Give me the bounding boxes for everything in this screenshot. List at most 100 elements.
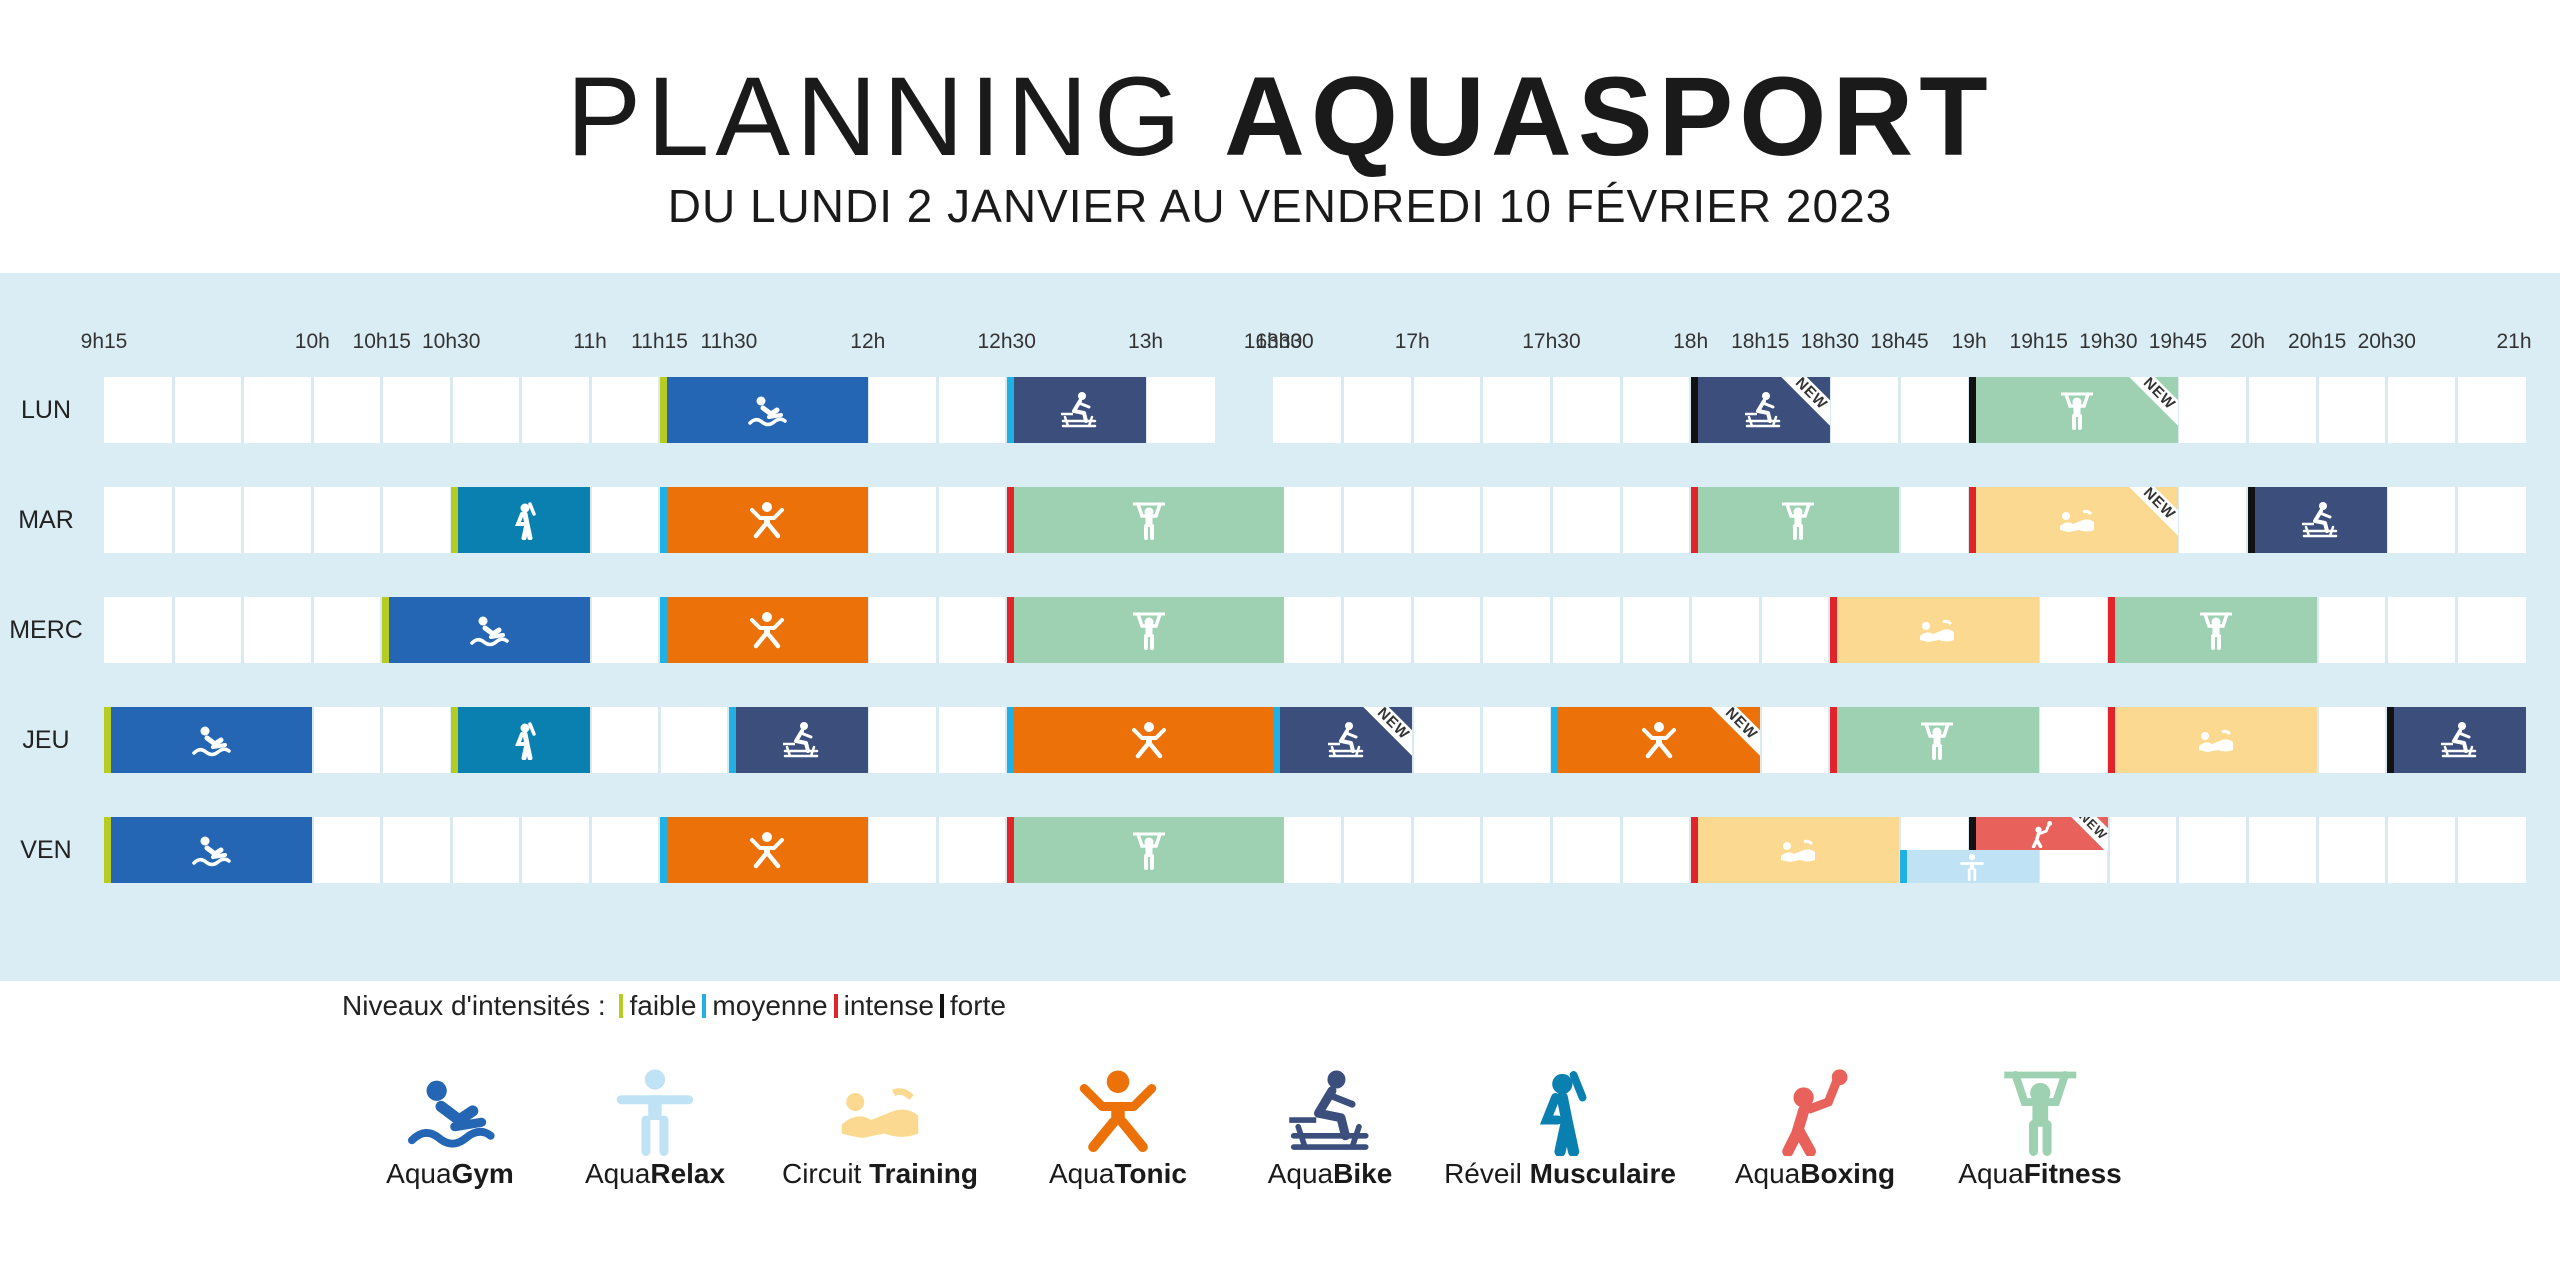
slot-divider — [449, 817, 453, 883]
slot-divider — [1480, 487, 1484, 553]
intensity-marker — [2108, 597, 2116, 663]
legend-label-name: Fitness — [2023, 1158, 2122, 1189]
slot-divider — [310, 487, 314, 553]
intensity-marker — [2247, 487, 2255, 553]
slot-divider — [1549, 487, 1553, 553]
intensity-marker — [659, 377, 667, 443]
slot-divider — [380, 377, 384, 443]
jumping-figure-icon — [1639, 720, 1679, 760]
session-training[interactable]: NEW — [1969, 487, 2178, 553]
time-tick: 11h — [573, 330, 607, 353]
slot-divider — [866, 817, 870, 883]
session-gym[interactable] — [659, 377, 868, 443]
session-fitness[interactable] — [2108, 597, 2318, 663]
session-fitness[interactable] — [1690, 487, 1900, 553]
session-reveil[interactable] — [451, 707, 591, 773]
slot-divider — [1619, 487, 1623, 553]
legend-label-prefix: Aqua — [1958, 1158, 2024, 1189]
new-badge: NEW — [1703, 707, 1761, 763]
session-bike[interactable]: NEW — [1273, 707, 1413, 773]
session-bike[interactable] — [1006, 377, 1146, 443]
slot-divider — [2454, 597, 2458, 663]
slot-divider — [380, 487, 384, 553]
slot-divider — [2246, 817, 2250, 883]
session-bike[interactable] — [2386, 707, 2526, 773]
day-label: VEN — [20, 836, 72, 864]
session-boxing[interactable]: NEW — [1969, 817, 2109, 850]
session-reveil[interactable] — [451, 487, 591, 553]
session-fitness[interactable] — [1006, 487, 1285, 553]
slot-divider — [1689, 597, 1693, 663]
circuit-training-icon — [2057, 500, 2097, 540]
page-title: PLANNING AQUASPORT — [566, 54, 1994, 179]
intensity-marker — [451, 707, 459, 773]
time-tick: 9h15 — [80, 330, 128, 353]
session-tonic[interactable] — [659, 597, 868, 663]
session-training[interactable] — [2108, 707, 2318, 773]
slot-divider — [1410, 707, 1414, 773]
slot-divider — [2385, 817, 2389, 883]
slot-divider — [171, 597, 175, 663]
session-fitness[interactable] — [1006, 597, 1285, 663]
boxer-icon — [1770, 1066, 1860, 1158]
session-tonic[interactable] — [1006, 707, 1285, 773]
session-bike[interactable]: NEW — [1690, 377, 1830, 443]
slot-divider — [1480, 817, 1484, 883]
time-tick: 17h — [1394, 330, 1430, 353]
session-fitness[interactable] — [1006, 817, 1285, 883]
time-tick: 21h — [2496, 330, 2532, 353]
slot-divider — [380, 707, 384, 773]
slot-divider — [2454, 487, 2458, 553]
slot-divider — [935, 817, 939, 883]
intensity-marker — [1006, 707, 1014, 773]
slot-divider — [1619, 817, 1623, 883]
legend-item-gym: AquaGym — [386, 1066, 514, 1194]
slot-divider — [449, 377, 453, 443]
legend-label-training: Circuit Training — [782, 1154, 978, 1194]
slot-divider — [2315, 817, 2319, 883]
session-gym[interactable] — [104, 707, 313, 773]
legend-label-prefix: Réveil — [1444, 1158, 1530, 1189]
intensity-marker — [1969, 487, 1977, 553]
day-label: LUN — [20, 396, 71, 424]
legend-label-prefix: Aqua — [1049, 1158, 1115, 1189]
slot-divider — [1549, 817, 1553, 883]
day-label: MERC — [9, 616, 83, 644]
session-relax[interactable] — [1899, 850, 2039, 883]
session-gym[interactable] — [104, 817, 313, 883]
intensity-marker — [2108, 707, 2116, 773]
legend-label-prefix: Aqua — [584, 1158, 651, 1189]
slot-divider — [310, 817, 314, 883]
session-bike[interactable] — [2247, 487, 2387, 553]
session-tonic[interactable] — [659, 817, 868, 883]
session-fitness[interactable] — [1829, 707, 2039, 773]
intensity-swatch-moyenne — [702, 994, 707, 1018]
slot-divider — [588, 487, 592, 553]
legend-item-relax: AquaRelax — [585, 1066, 725, 1194]
jumping-figure-icon — [1073, 1066, 1163, 1153]
session-training[interactable] — [1829, 597, 2039, 663]
slot-divider — [866, 377, 870, 443]
session-fitness[interactable]: NEW — [1969, 377, 2178, 443]
session-bike[interactable] — [728, 707, 868, 773]
slot-divider — [1549, 597, 1553, 663]
slot-divider — [1341, 377, 1345, 443]
intensity-marker — [104, 707, 111, 773]
session-gym[interactable] — [381, 597, 591, 663]
time-tick: 11h15 — [631, 330, 688, 353]
slot-divider — [1480, 377, 1484, 443]
time-tick: 16h30 — [1243, 330, 1303, 353]
circuit-training-icon — [1778, 830, 1818, 870]
session-tonic[interactable]: NEW — [1551, 707, 1761, 773]
slot-divider — [2454, 817, 2458, 883]
legend-label-gym: AquaGym — [386, 1154, 514, 1194]
session-tonic[interactable] — [659, 487, 868, 553]
intensity-swatch-forte — [939, 994, 944, 1018]
legend-label-name: Gym — [451, 1158, 514, 1189]
session-training[interactable] — [1690, 817, 1900, 883]
weightlifter-icon — [2057, 390, 2097, 430]
new-badge: NEW — [2120, 487, 2178, 543]
time-tick: 20h — [2230, 330, 2266, 353]
cyclist-icon — [2300, 500, 2340, 540]
time-tick: 12h — [850, 330, 886, 353]
